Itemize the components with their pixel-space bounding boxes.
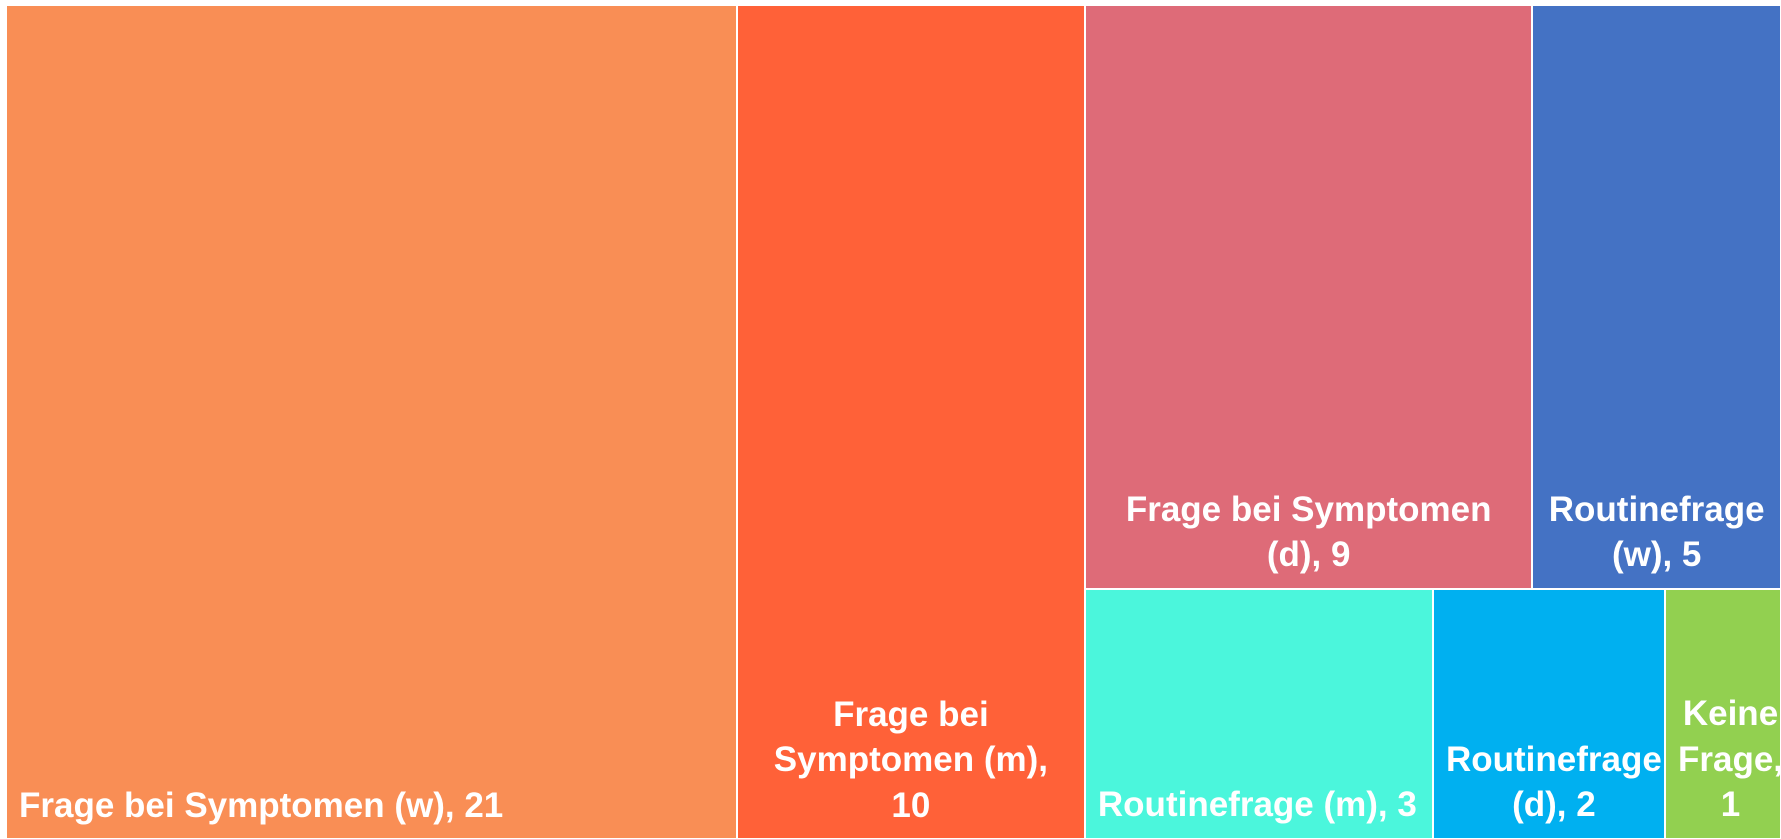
tile-label: Frage bei Symptomen (d), 9 [1125,489,1492,575]
treemap-tile: Routinefrage (m), 3 [1084,588,1433,839]
tile-label: Keine Frage, 1 [1677,694,1781,825]
tile-label: Frage bei Symptomen (m), 10 [773,694,1048,825]
tile-label: Routinefrage (d), 2 [1445,739,1662,825]
treemap-tile: Frage bei Symptomen (w), 21 [6,5,737,839]
tile-label: Frage bei Symptomen (w), 21 [19,785,504,825]
treemap-tile: Frage bei Symptomen (d), 9 [1084,5,1533,589]
tile-label: Routinefrage (m), 3 [1097,785,1417,825]
tile-label: Routinefrage (w), 5 [1548,489,1765,575]
treemap-tile: Keine Frage, 1 [1664,588,1781,839]
treemap-tile: Routinefrage (d), 2 [1432,588,1665,839]
treemap-tile: Routinefrage (w), 5 [1532,5,1781,589]
treemap-tile: Frage bei Symptomen (m), 10 [736,5,1085,839]
